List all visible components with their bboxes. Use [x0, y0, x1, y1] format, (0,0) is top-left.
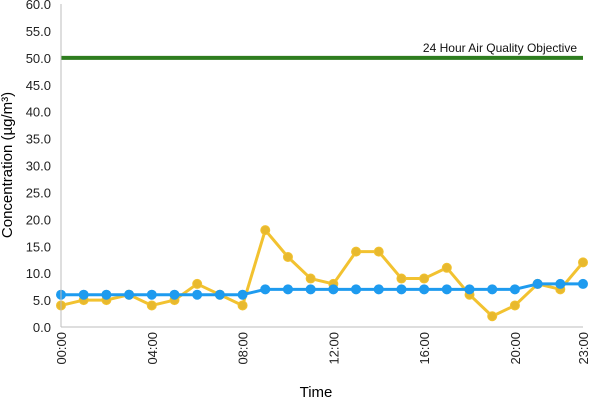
data-point [214, 289, 225, 300]
y-tick-labels: 0.0 5.0 10.0 15.0 20.0 25.0 30.0 35.0 40.0 45.0 50… [26, 0, 51, 335]
data-point [260, 225, 271, 236]
data-point [260, 284, 271, 295]
series-line [61, 282, 583, 297]
x-tick-label: 00:00 [54, 332, 69, 365]
data-point [351, 246, 362, 257]
data-point [555, 278, 566, 289]
data-point [101, 289, 112, 300]
y-tick-label: 35.0 [26, 132, 51, 147]
data-point [305, 284, 316, 295]
y-tick-label: 55.0 [26, 24, 51, 39]
x-axis-title: Time [300, 384, 333, 400]
data-point [464, 284, 475, 295]
y-tick-label: 5.0 [33, 293, 51, 308]
data-point [237, 289, 248, 300]
x-tick-label: 16:00 [417, 332, 432, 365]
series-1 [56, 225, 588, 322]
y-axis-title: Concentration (µg/m³) [0, 92, 16, 238]
axes-layer [60, 4, 583, 328]
data-point [487, 311, 498, 322]
data-point [578, 278, 588, 289]
data-point [305, 273, 316, 284]
data-point [78, 289, 89, 300]
y-tick-label: 60.0 [26, 0, 51, 12]
data-point [373, 284, 384, 295]
data-point [578, 257, 588, 268]
data-point [146, 289, 157, 300]
y-tick-label: 45.0 [26, 78, 51, 93]
y-tick-label: 30.0 [26, 159, 51, 174]
y-tick-label: 25.0 [26, 185, 51, 200]
series-2 [56, 278, 588, 300]
data-point [419, 273, 430, 284]
data-point [509, 284, 520, 295]
data-point [396, 284, 407, 295]
y-tick-label: 40.0 [26, 105, 51, 120]
x-tick-label: 08:00 [236, 332, 251, 365]
y-tick-label: 15.0 [26, 239, 51, 254]
series-line [60, 228, 585, 318]
y-tick-label: 20.0 [26, 212, 51, 227]
data-point [237, 300, 248, 311]
x-tick-labels: 00:00 04:00 08:00 12:00 16:00 20:00 23:00 [54, 332, 591, 365]
data-point [441, 284, 452, 295]
data-point [328, 284, 339, 295]
data-point [396, 273, 407, 284]
x-tick-label: 04:00 [145, 332, 160, 365]
data-point [282, 284, 293, 295]
y-tick-label: 0.0 [33, 320, 51, 335]
reference-line-label: 24 Hour Air Quality Objective [423, 41, 577, 55]
data-point [509, 300, 520, 311]
x-tick-label: 20:00 [508, 332, 523, 365]
x-tick-label: 12:00 [326, 332, 341, 365]
data-point [192, 278, 203, 289]
y-tick-label: 10.0 [26, 266, 51, 281]
data-point [146, 300, 157, 311]
data-point [351, 284, 362, 295]
data-point [487, 284, 498, 295]
data-point [419, 284, 430, 295]
data-point [282, 252, 293, 263]
data-point [441, 262, 452, 273]
y-tick-label: 50.0 [26, 51, 51, 66]
data-point [373, 246, 384, 257]
data-point [192, 289, 203, 300]
x-tick-label: 23:00 [576, 332, 591, 365]
series-layer [56, 225, 588, 322]
data-point [169, 289, 180, 300]
data-point [532, 278, 543, 289]
data-point [124, 289, 135, 300]
